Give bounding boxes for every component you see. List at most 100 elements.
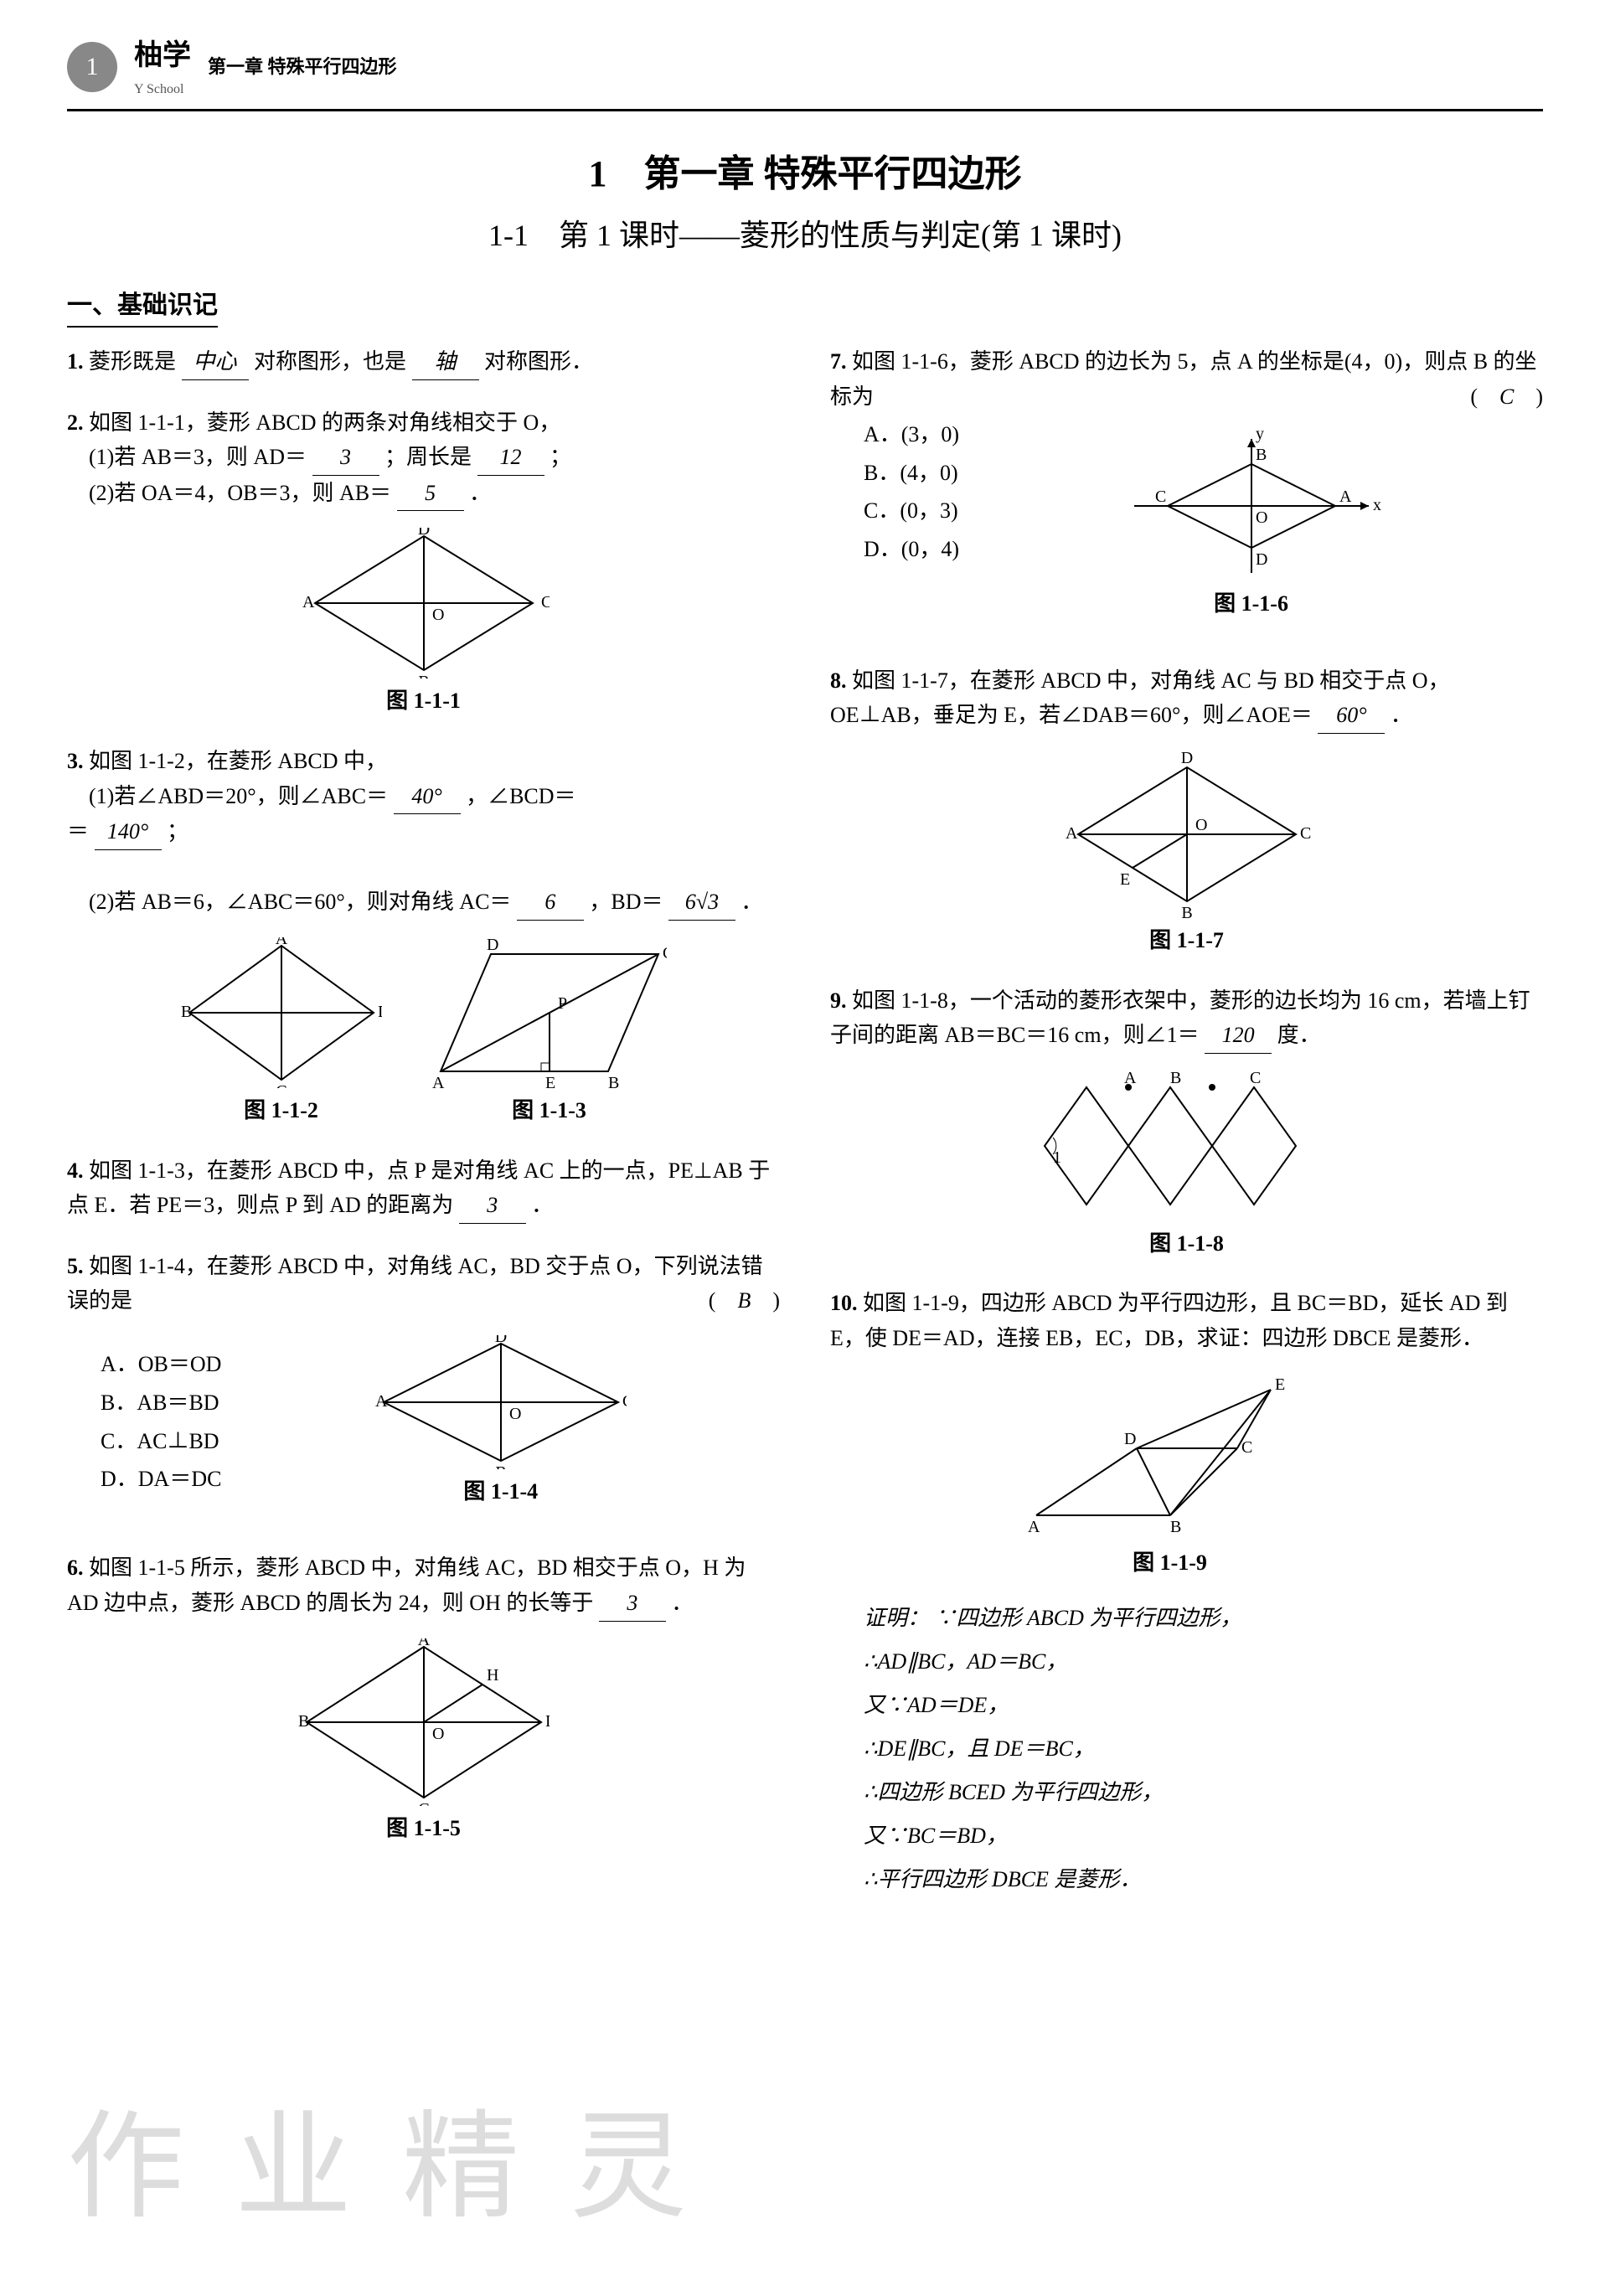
q7-optA: A．(3，0)	[864, 417, 959, 452]
svg-text:C: C	[1250, 1071, 1261, 1087]
q3-p1-pre: (1)若∠ABD＝20°，则∠ABC＝	[89, 784, 388, 808]
q2-p1-mid: ；周长是	[384, 445, 472, 469]
q7-stem: 如图 1-1-6，菱形 ABCD 的边长为 5，点 A 的坐标是(4，0)，则点…	[830, 349, 1537, 409]
q9-num: 9.	[830, 988, 852, 1013]
svg-text:A: A	[1339, 488, 1352, 506]
svg-text:D: D	[417, 528, 429, 539]
q10-num: 10.	[830, 1291, 863, 1315]
proof-line-6: ∴平行四边形 DBCE 是菱形．	[864, 1867, 1141, 1891]
brand-sub: Y School	[134, 79, 191, 101]
rhombus-icon: D C B A O	[298, 528, 550, 678]
fig-1-1-4-label: 图 1-1-4	[221, 1474, 780, 1509]
figure-1-1-3: D C B A P E 图 1-1-3	[432, 937, 667, 1128]
svg-text:A: A	[1066, 824, 1078, 843]
q3-p1-suffix: ；	[167, 819, 188, 844]
svg-text:O: O	[1195, 816, 1207, 834]
q4-suffix: ．	[531, 1193, 553, 1217]
fig-1-1-5-label: 图 1-1-5	[67, 1811, 780, 1846]
q9-text: 如图 1-1-8，一个活动的菱形衣架中，菱形的边长均为 16 cm，若墙上钉子间…	[830, 988, 1530, 1048]
svg-text:B: B	[298, 1712, 309, 1731]
q7-options: A．(3，0) B．(4，0) C．(0，3) D．(0，4)	[864, 414, 959, 638]
title-main: 1 第一章 特殊平行四边形	[67, 145, 1543, 204]
q5-answer-paren: ( B )	[709, 1283, 780, 1318]
q4-ans: 3	[459, 1188, 526, 1224]
q3-num: 3.	[67, 749, 89, 773]
q7-num: 7.	[830, 349, 852, 374]
svg-text:A: A	[275, 937, 287, 948]
rhombus-icon: D C B A O	[375, 1335, 627, 1469]
svg-text:O: O	[432, 1725, 444, 1743]
question-5: 5. 如图 1-1-4，在菱形 ABCD 中，对角线 AC，BD 交于点 O，下…	[67, 1249, 780, 1526]
q2-p2-ans: 5	[397, 476, 464, 512]
svg-text:B: B	[418, 673, 429, 678]
parallelogram-proof-icon: A B C D E	[1019, 1373, 1321, 1540]
proof-line-3: ∴DE∥BC，且 DE＝BC，	[864, 1736, 1095, 1761]
q3-p1-mid: ，∠BCD＝	[466, 784, 575, 808]
svg-text:D: D	[1256, 550, 1267, 569]
chapter-small-label: 第一章 特殊平行四边形	[208, 52, 397, 81]
q8-num: 8.	[830, 668, 852, 693]
q5-optB: B．AB＝BD	[101, 1385, 221, 1421]
fig-1-1-9-label: 图 1-1-9	[830, 1545, 1509, 1581]
svg-text:D: D	[545, 1712, 550, 1731]
svg-text:P: P	[558, 994, 567, 1013]
svg-text:C: C	[1155, 488, 1166, 506]
q1-mid: 对称图形，也是	[254, 349, 406, 374]
svg-text:C: C	[663, 944, 667, 962]
svg-text:A: A	[1124, 1071, 1137, 1087]
fig-1-1-6-label: 图 1-1-6	[959, 586, 1543, 622]
q3-p1-ans2: 140°	[95, 814, 162, 850]
svg-text:B: B	[608, 1074, 619, 1088]
svg-text:C: C	[418, 1800, 429, 1806]
svg-text:A: A	[1028, 1518, 1040, 1536]
q9-ans: 120	[1205, 1018, 1272, 1054]
svg-text:A: A	[417, 1638, 430, 1649]
svg-text:A: A	[375, 1392, 388, 1411]
svg-text:C: C	[622, 1392, 627, 1411]
figure-1-1-5: A D C B O H 图 1-1-5	[67, 1638, 780, 1846]
fig-1-1-2-label: 图 1-1-2	[181, 1093, 382, 1128]
watermark-text: 作业精灵	[67, 2075, 737, 2262]
fig-1-1-1-label: 图 1-1-1	[67, 684, 780, 719]
svg-text:D: D	[378, 1003, 382, 1021]
q3-p2-ans2: 6√3	[668, 885, 735, 921]
svg-text:D: D	[494, 1335, 506, 1346]
svg-text:x: x	[1373, 496, 1381, 514]
q5-optD: D．DA＝DC	[101, 1462, 221, 1497]
right-column: 7. 如图 1-1-6，菱形 ABCD 的边长为 5，点 A 的坐标是(4，0)…	[830, 344, 1543, 1927]
title-sub: 1-1 第 1 课时——菱形的性质与判定(第 1 课时)	[67, 212, 1543, 261]
q5-stem: 如图 1-1-4，在菱形 ABCD 中，对角线 AC，BD 交于点 O，下列说法…	[67, 1254, 763, 1313]
q4-text: 如图 1-1-3，在菱形 ABCD 中，点 P 是对角线 AC 上的一点，PE⊥…	[67, 1158, 770, 1218]
figure-1-1-7: A D C B O E 图 1-1-7	[830, 751, 1543, 958]
q8-ans: 60°	[1318, 698, 1385, 734]
section-heading: 一、基础识记	[67, 286, 218, 328]
parallelogram-icon: D C B A P E	[432, 937, 667, 1088]
fig-1-1-3-label: 图 1-1-3	[432, 1093, 667, 1128]
svg-text:y: y	[1256, 431, 1264, 443]
figure-1-1-6: x y A B C D O 图 1-1-6	[959, 431, 1543, 622]
question-3: 3. 如图 1-1-2，在菱形 ABCD 中， (1)若∠ABD＝20°，则∠A…	[67, 744, 780, 1128]
proof-line-1: ∴AD∥BC，AD＝BC，	[864, 1649, 1067, 1674]
q1-suffix: 对称图形．	[484, 349, 593, 374]
q1-blank2: 轴	[412, 344, 479, 380]
brand-name: 柚学	[134, 34, 191, 79]
q10-proof: 证明： ∵四边形 ABCD 为平行四边形， ∴AD∥BC，AD＝BC， 又∵AD…	[864, 1597, 1543, 1901]
svg-text:B: B	[1170, 1071, 1181, 1087]
q1-prefix: 菱形既是	[89, 349, 176, 374]
q7-optC: C．(0，3)	[864, 493, 959, 529]
rhombus-icon: A D C B O H	[298, 1638, 550, 1806]
q8-suffix: ．	[1391, 703, 1412, 727]
q4-num: 4.	[67, 1158, 89, 1183]
q7-answer-paren: ( C )	[1470, 379, 1543, 415]
question-8: 8. 如图 1-1-7，在菱形 ABCD 中，对角线 AC 与 BD 相交于点 …	[830, 663, 1543, 958]
q2-p1-ans2: 12	[477, 440, 544, 476]
q2-p2-pre: (2)若 OA＝4，OB＝3，则 AB＝	[89, 481, 391, 505]
svg-text:B: B	[495, 1463, 506, 1469]
q6-ans: 3	[599, 1586, 666, 1622]
question-4: 4. 如图 1-1-3，在菱形 ABCD 中，点 P 是对角线 AC 上的一点，…	[67, 1153, 780, 1224]
q2-p2-suffix: ．	[469, 481, 491, 505]
svg-text:B: B	[181, 1003, 192, 1021]
question-7: 7. 如图 1-1-6，菱形 ABCD 的边长为 5，点 A 的坐标是(4，0)…	[830, 344, 1543, 638]
figure-1-1-8: A B C 1 图 1-1-8	[830, 1071, 1543, 1262]
fig-1-1-8-label: 图 1-1-8	[830, 1226, 1543, 1262]
